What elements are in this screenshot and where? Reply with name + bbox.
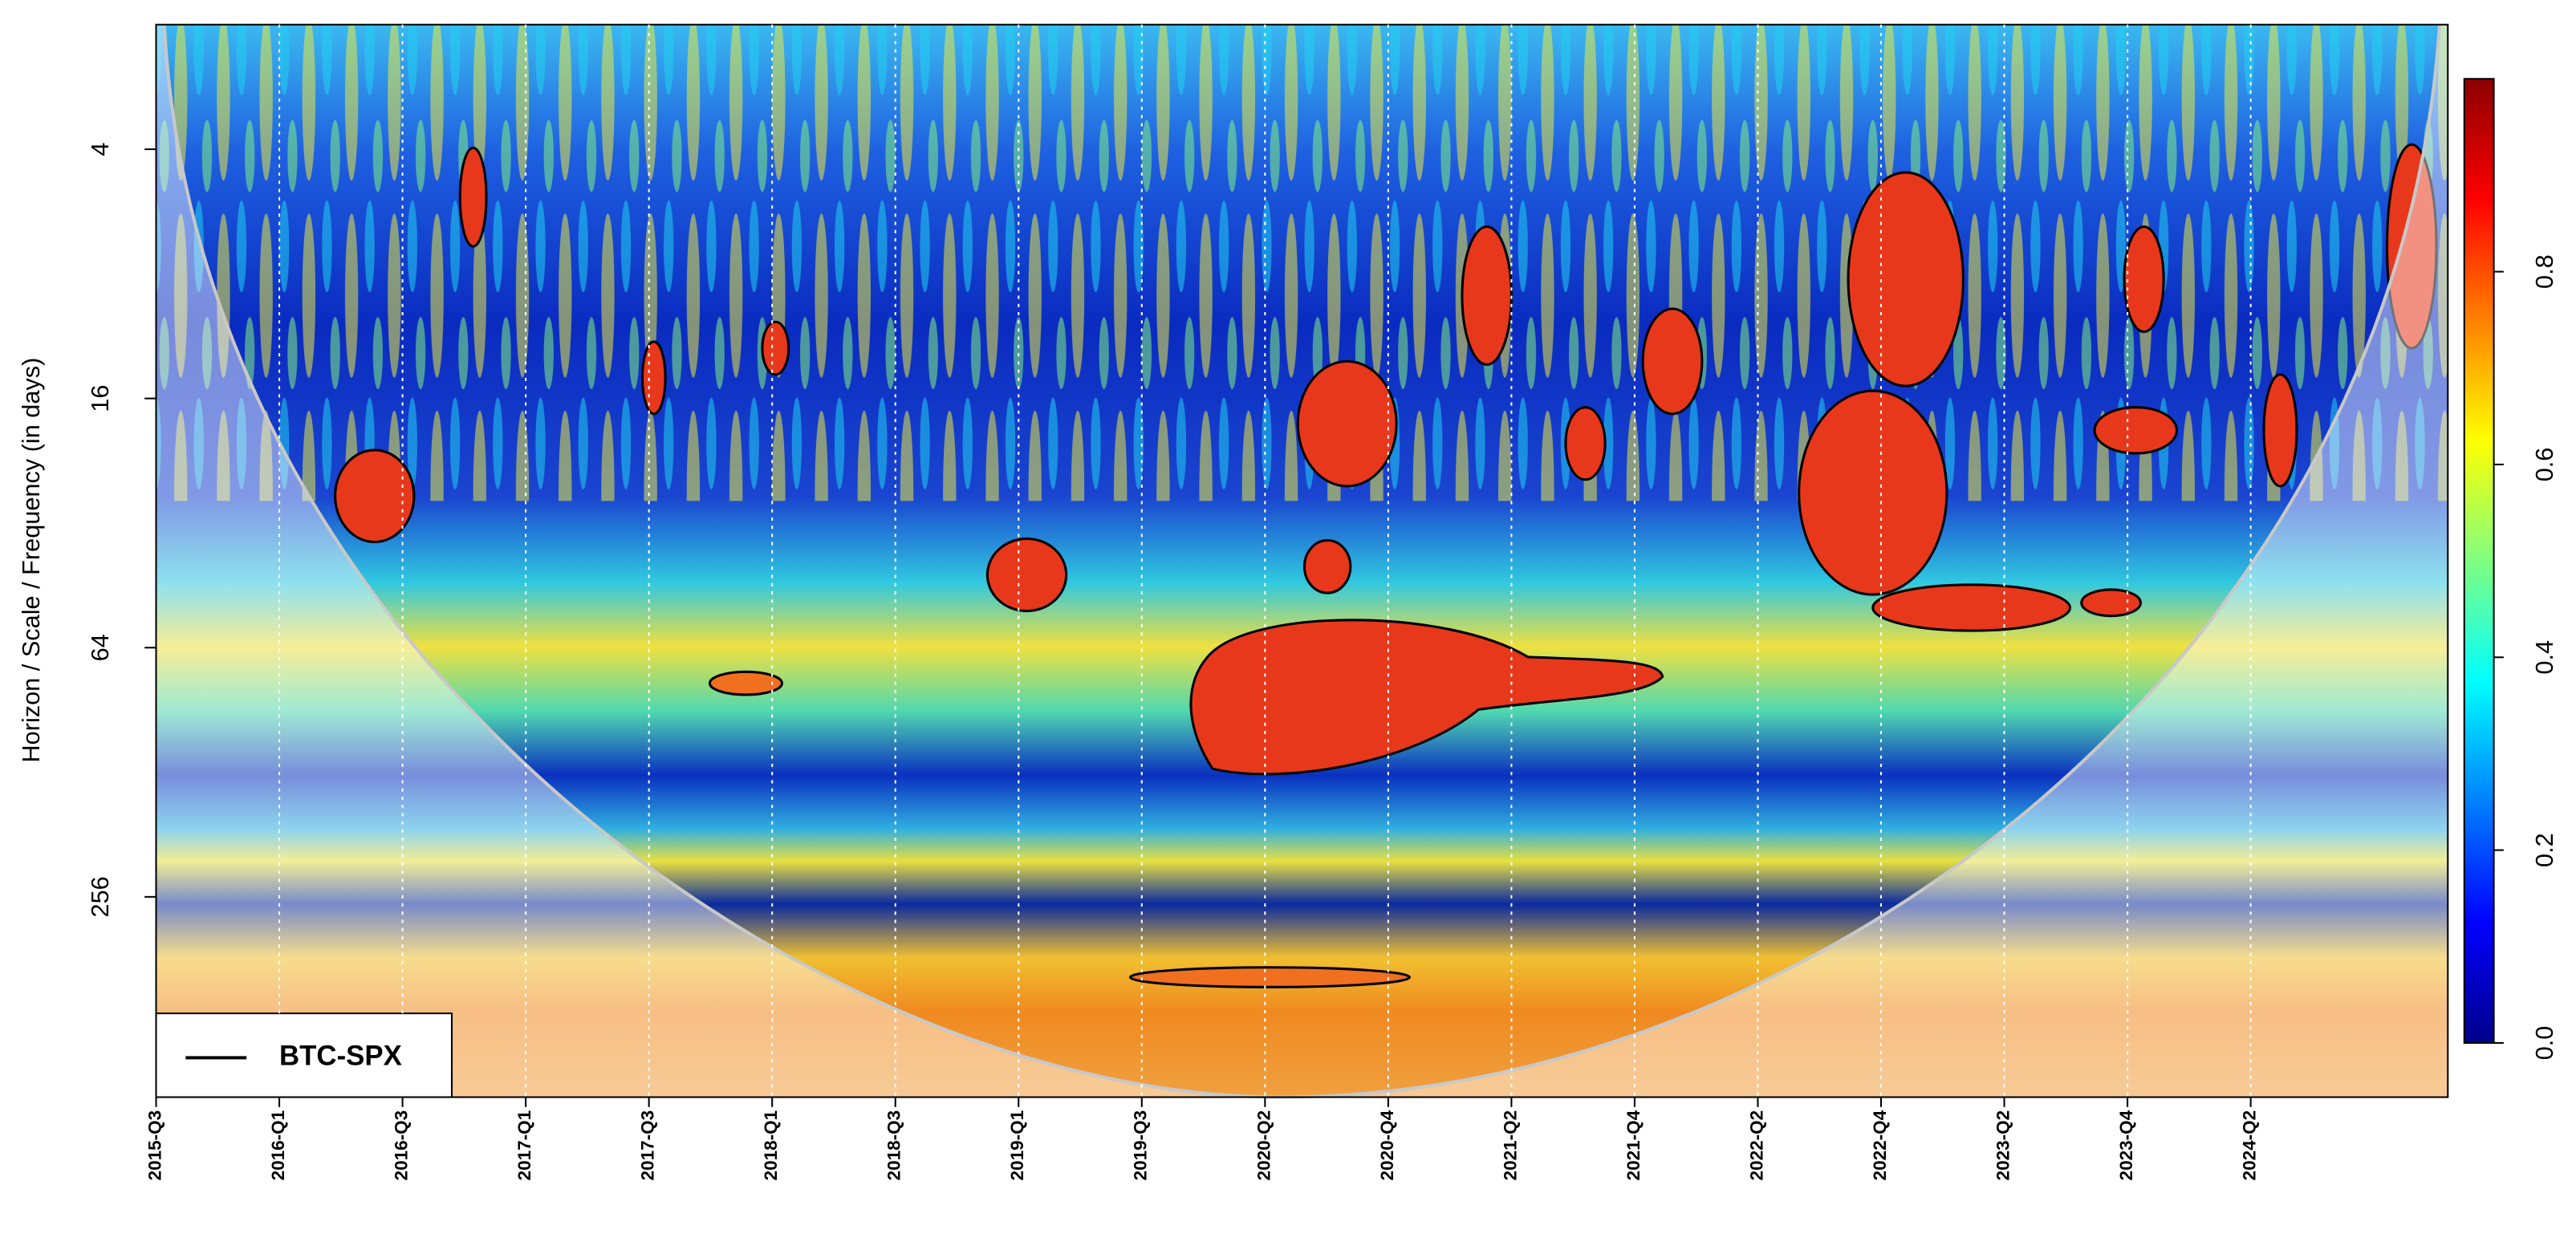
x-tick-label: 2021-Q4 — [1623, 1110, 1644, 1180]
x-tick-label: 2018-Q3 — [884, 1110, 904, 1181]
contour-blob — [708, 670, 784, 696]
y-tick-label: 64 — [86, 634, 114, 661]
colorbar — [2463, 78, 2495, 1044]
x-tick-label: 2019-Q1 — [1007, 1110, 1027, 1181]
contour-blob — [1641, 307, 1704, 416]
legend: BTC-SPX — [155, 1013, 453, 1098]
x-tick-label: 2023-Q4 — [2116, 1110, 2136, 1180]
plot-frame — [155, 23, 2449, 1098]
x-tick-label: 2017-Q1 — [514, 1110, 534, 1181]
contour-blob — [2123, 225, 2165, 334]
y-tick-label: 16 — [86, 385, 114, 412]
contour-blob — [334, 448, 416, 544]
contour-blob — [1461, 225, 1513, 367]
contour-blob — [1564, 406, 1607, 481]
x-tick-label: 2015-Q3 — [144, 1110, 165, 1181]
contour-blob — [1847, 171, 1965, 388]
contour-blob — [2080, 588, 2143, 618]
contour-blob — [2093, 406, 2179, 455]
x-tick-label: 2019-Q3 — [1131, 1110, 1151, 1181]
contour-blob — [1189, 619, 1664, 776]
significance-contours — [334, 143, 2438, 988]
x-tick-label: 2020-Q4 — [1377, 1110, 1397, 1180]
contour-blob — [640, 340, 667, 416]
contour-blob — [1302, 538, 1352, 595]
y-tick-label: 256 — [86, 876, 114, 917]
y-axis-title: Horizon / Scale / Frequency (in days) — [17, 358, 45, 763]
x-tick-label: 2024-Q2 — [2240, 1110, 2260, 1181]
cone-of-influence — [156, 24, 2448, 1098]
x-tick-label: 2021-Q2 — [1500, 1110, 1520, 1181]
x-tick-label: 2022-Q4 — [1870, 1110, 1890, 1180]
x-tick-label: 2022-Q2 — [1746, 1110, 1766, 1181]
colorbar-tick-label: 0.0 — [2530, 1026, 2558, 1061]
legend-label: BTC-SPX — [279, 1041, 402, 1072]
colorbar-tick-label: 0.8 — [2530, 254, 2558, 289]
colorbar-tick-label: 0.2 — [2530, 833, 2558, 867]
contour-blob — [1871, 583, 2071, 632]
x-tick-label: 2016-Q3 — [392, 1110, 412, 1181]
contour-blob — [2262, 373, 2298, 488]
heatmap — [156, 24, 2448, 1098]
x-tick-label: 2020-Q2 — [1253, 1110, 1274, 1181]
colorbar-tick-label: 0.4 — [2530, 640, 2558, 675]
x-tick-label: 2018-Q1 — [761, 1110, 781, 1181]
x-tick-label: 2023-Q2 — [1993, 1110, 2013, 1181]
contour-blob — [458, 146, 488, 248]
contour-blob — [761, 320, 790, 376]
contour-blob — [2386, 143, 2438, 350]
contour-blob — [1296, 359, 1398, 488]
x-tick-label: 2016-Q1 — [268, 1110, 288, 1181]
contour-blob — [1798, 389, 1948, 596]
contour-blob — [985, 537, 1068, 613]
x-tick-label: 2017-Q3 — [638, 1110, 658, 1181]
colorbar-tick-label: 0.6 — [2530, 448, 2558, 482]
contour-blob — [1128, 966, 1412, 988]
y-tick-label: 4 — [86, 142, 114, 156]
